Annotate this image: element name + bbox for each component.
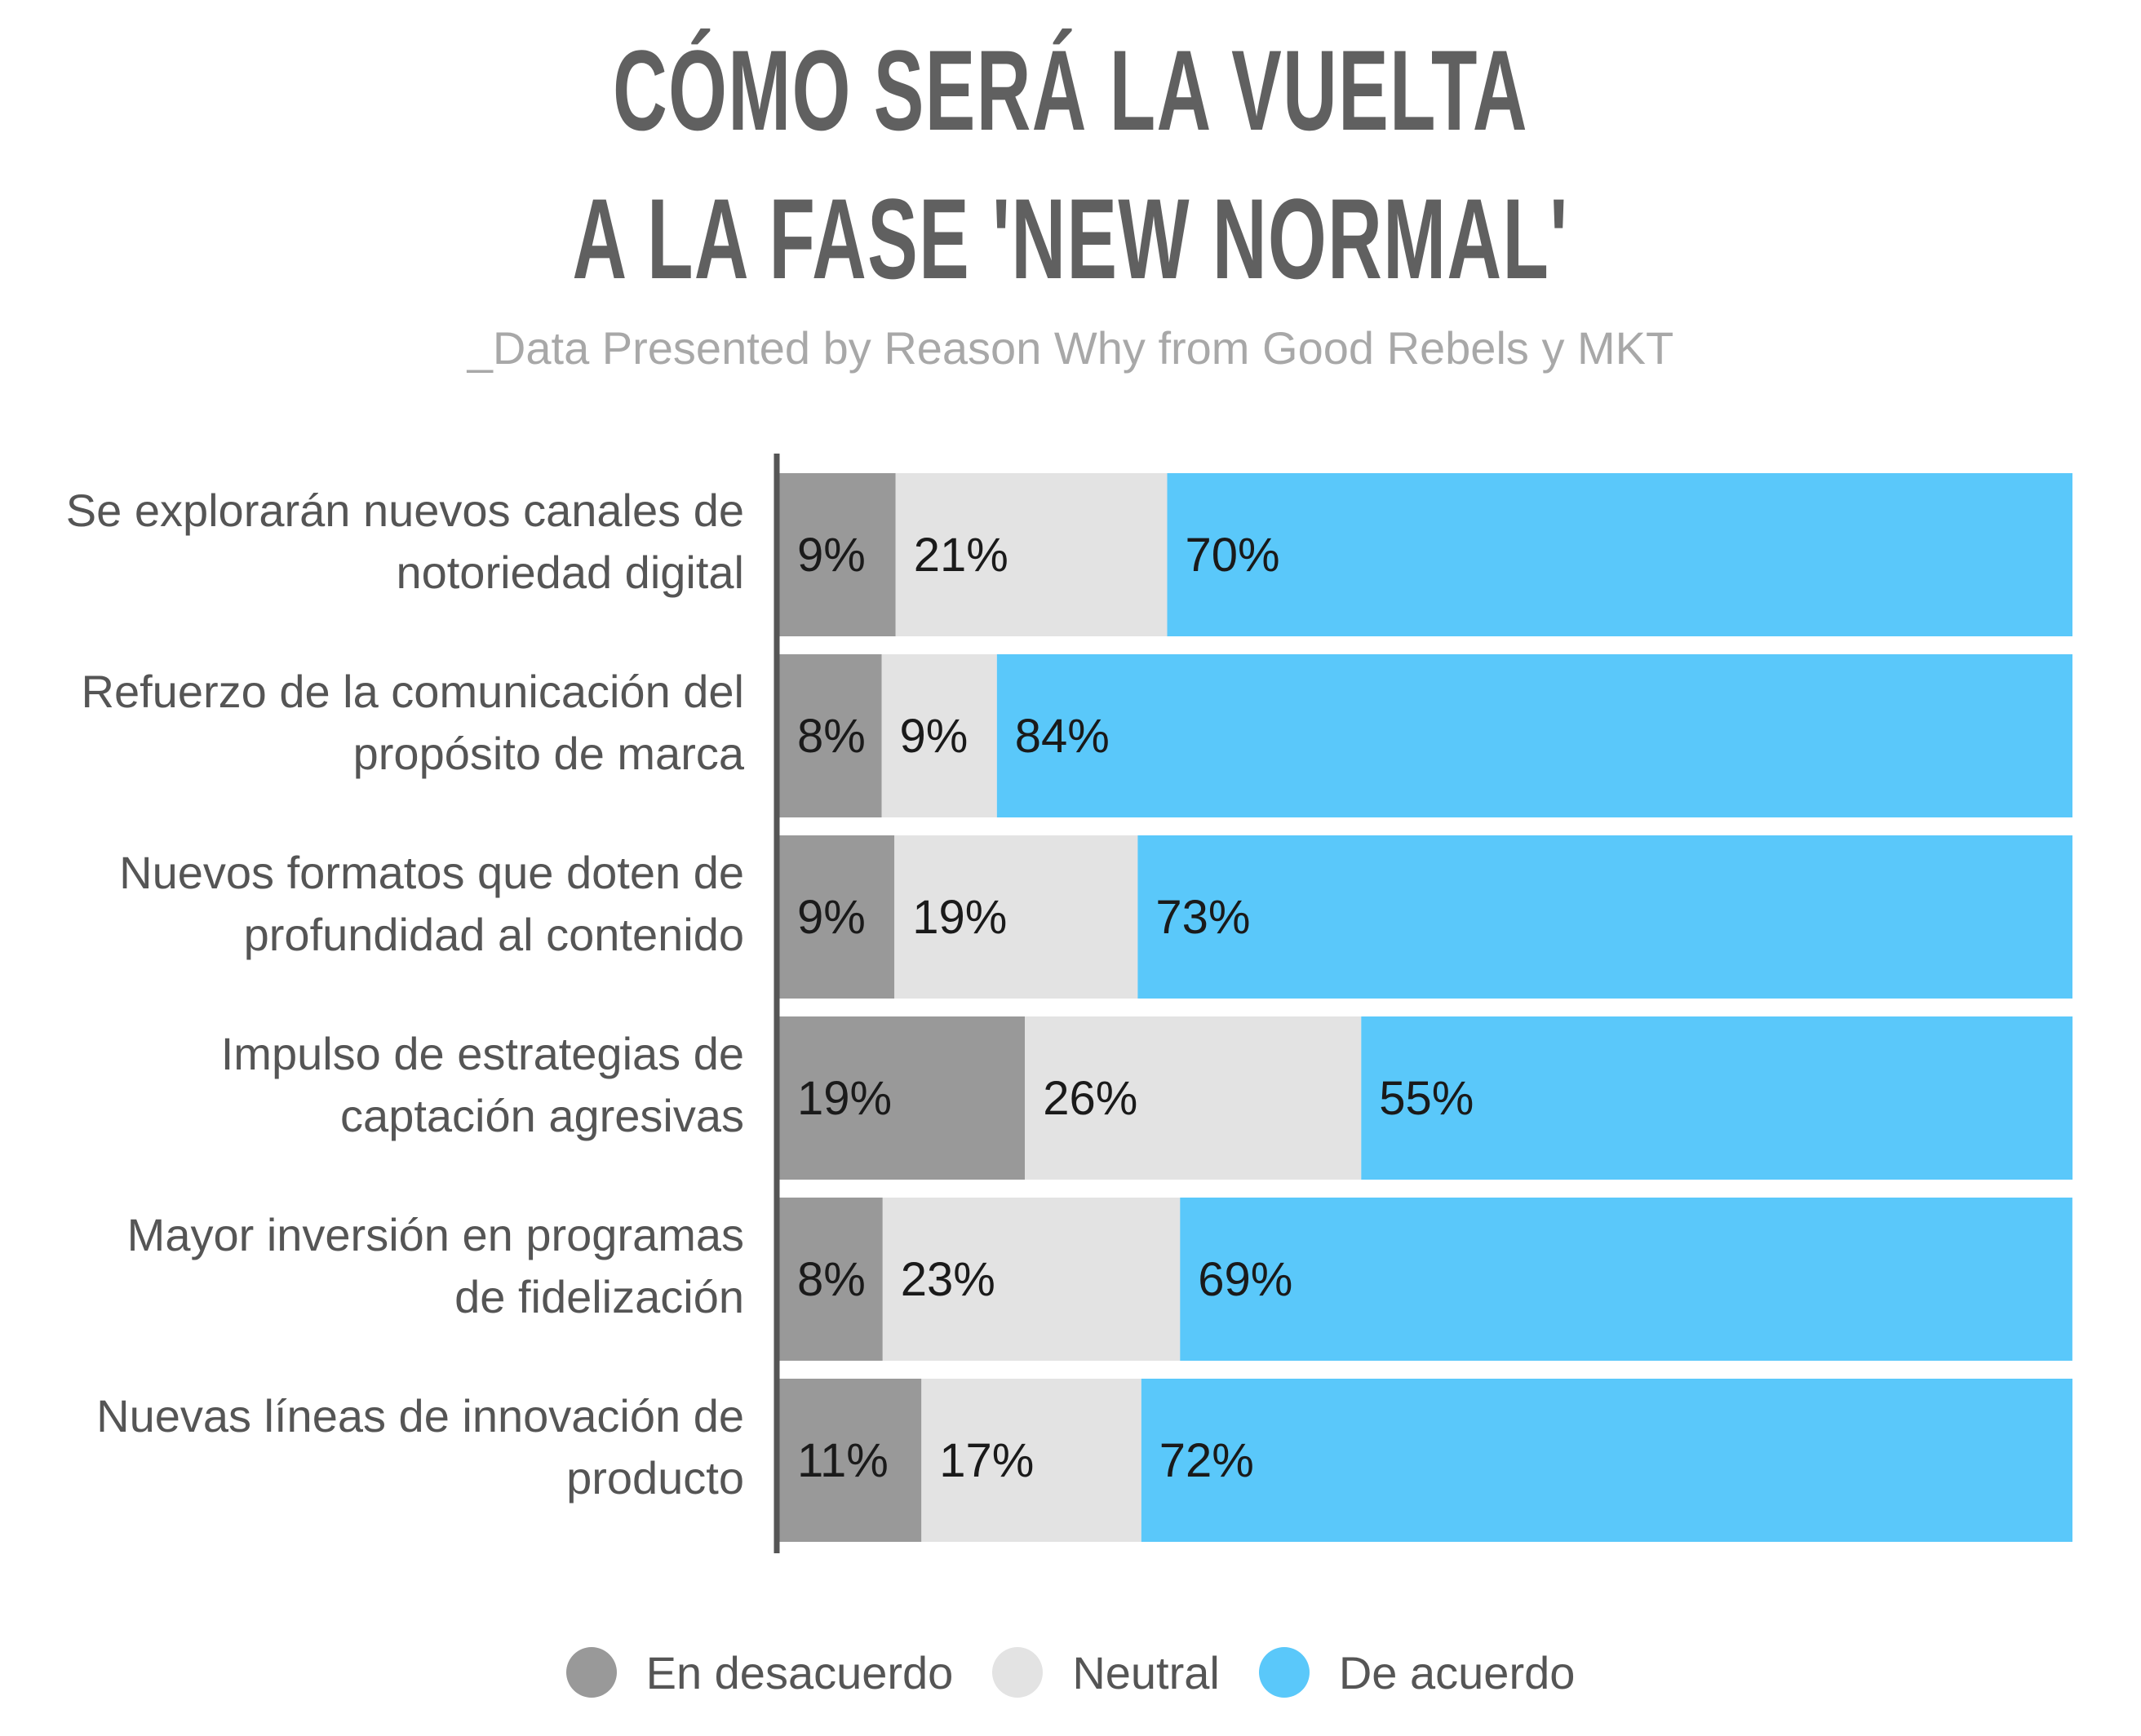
- legend-swatch: [992, 1647, 1044, 1698]
- bar-value-label: 23%: [901, 1253, 995, 1306]
- bar-value-label: 72%: [1159, 1434, 1254, 1487]
- category-label-line: Se explorarán nuevos canales de: [66, 485, 744, 536]
- bar-value-label: 84%: [1015, 710, 1110, 763]
- category-label-line: Impulso de estrategias de: [221, 1028, 744, 1079]
- bar-value-label: 55%: [1379, 1072, 1474, 1125]
- bar-segment: [882, 1198, 1181, 1361]
- bar-value-label: 11%: [797, 1434, 889, 1487]
- bar-value-label: 21%: [914, 529, 1008, 582]
- bar-value-label: 69%: [1198, 1253, 1292, 1306]
- category-label-line: Refuerzo de la comunicación del: [82, 666, 744, 717]
- category-label-line: notoriedad digital: [396, 547, 744, 598]
- bar-segment: [1361, 1016, 2073, 1180]
- category-labels-layer: Se explorarán nuevos canales de notorieda…: [66, 485, 745, 1504]
- bar-value-label: 17%: [939, 1434, 1034, 1487]
- legend-item: Neutral: [992, 1646, 1220, 1699]
- bar-segment: [881, 654, 997, 817]
- bar-value-label: 8%: [797, 1253, 866, 1306]
- chart-title-line-1: CÓMO SERÁ LA VUELTA: [613, 26, 1528, 154]
- bar-segment: [921, 1379, 1141, 1542]
- category-label-line: captación agresivas: [340, 1090, 744, 1141]
- legend-label: Neutral: [1072, 1646, 1220, 1698]
- category-label-line: Mayor inversión en programas: [127, 1209, 744, 1260]
- category-label-line: producto: [566, 1452, 744, 1504]
- bar-value-label: 19%: [797, 1072, 892, 1125]
- category-label-line: Nuevos formatos que doten de: [119, 847, 744, 898]
- category-label: Impulso de estrategias de captación agres…: [221, 1028, 744, 1141]
- bar-value-label: 70%: [1186, 529, 1280, 582]
- category-label: Se explorarán nuevos canales de notorieda…: [66, 485, 744, 598]
- category-label: Nuevos formatos que doten de profundidad …: [119, 847, 744, 960]
- bar-segment: [779, 1379, 922, 1542]
- chart-title-line-2: A LA FASE 'NEW NORMAL': [572, 175, 1569, 303]
- bar-segment: [1180, 1198, 2072, 1361]
- bar-segment: [895, 473, 1168, 636]
- chart-subtitle: _Data Presented by Reason Why from Good …: [467, 322, 1674, 374]
- bar-segment: [1025, 1016, 1362, 1180]
- bar-segment: [779, 654, 882, 817]
- bar-segment: [779, 1198, 883, 1361]
- category-label: Refuerzo de la comunicación del propósito…: [82, 666, 745, 779]
- bar-value-label: 26%: [1043, 1072, 1137, 1125]
- bar-segment: [996, 654, 2072, 817]
- bar-value-label: 9%: [797, 891, 866, 944]
- legend-item: De acuerdo: [1258, 1646, 1576, 1699]
- bar-segment: [1167, 473, 2072, 636]
- bars-layer: 9% 21% 70% 8% 9% 84% 9% 19% 73% 19% 26% 55% 8% 23% 69%…: [779, 473, 2073, 1542]
- category-label-line: de fidelización: [454, 1271, 744, 1322]
- legend: En desacuerdo Neutral De acuerdo: [0, 1632, 2141, 1713]
- chart-title: CÓMO SERÁ LA VUELTA A LA FASE 'NEW NORMA…: [364, 16, 1777, 313]
- legend-swatch: [565, 1647, 617, 1698]
- bar-value-label: 9%: [797, 529, 866, 582]
- legend-item: En desacuerdo: [565, 1646, 954, 1699]
- category-label-line: profundidad al contenido: [244, 909, 744, 960]
- bar-segment: [894, 835, 1138, 999]
- bar-segment: [779, 473, 896, 636]
- category-label-line: propósito de marca: [353, 728, 745, 779]
- category-label: Mayor inversión en programas de fidelizac…: [127, 1209, 744, 1322]
- legend-label: De acuerdo: [1338, 1646, 1576, 1698]
- bar-segment: [779, 1016, 1026, 1180]
- category-label-line: Nuevas líneas de innovación de: [96, 1390, 744, 1442]
- bar-segment: [779, 835, 895, 999]
- bar-segment: [1141, 1379, 2072, 1542]
- bar-value-label: 8%: [797, 710, 866, 763]
- bar-value-label: 73%: [1155, 891, 1250, 944]
- legend-swatch: [1258, 1647, 1310, 1698]
- bar-segment: [1137, 835, 2072, 999]
- category-label: Nuevas líneas de innovación de producto: [96, 1390, 744, 1504]
- bar-value-label: 19%: [912, 891, 1007, 944]
- legend-label: En desacuerdo: [645, 1646, 954, 1698]
- bar-value-label: 9%: [900, 710, 969, 763]
